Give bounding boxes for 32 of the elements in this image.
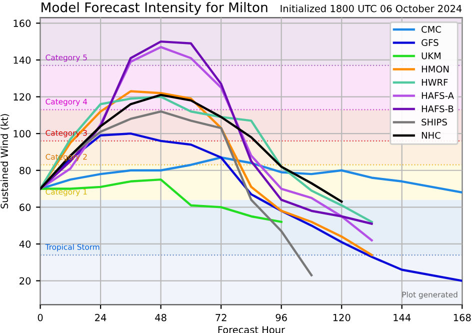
legend-label: SHIPS: [422, 118, 447, 126]
legend-label: GFS: [422, 39, 438, 46]
y-tick-label: 120: [14, 93, 31, 101]
chart-title: Model Forecast Intensity for Milton: [42, 2, 268, 15]
y-tick-label: 40: [19, 240, 31, 248]
legend-label: CMC: [422, 26, 441, 33]
x-tick-label: 48: [155, 314, 166, 322]
y-tick-label: 140: [14, 56, 31, 64]
legend-label: HMON: [422, 66, 449, 73]
x-tick-label: 96: [276, 314, 287, 322]
y-tick-label: 160: [14, 20, 31, 27]
legend-label: NHC: [422, 132, 440, 139]
x-tick-label: 144: [394, 314, 411, 322]
legend-label: HAFS-B: [422, 105, 454, 112]
y-tick-label: 60: [20, 204, 31, 212]
x-axis-title: Forecast Hour: [218, 326, 286, 333]
x-tick-label: 72: [216, 314, 226, 322]
legend-label: HAFS-A: [422, 92, 454, 100]
x-tick-label: 168: [454, 314, 471, 322]
line-series: [40, 178, 282, 224]
y-axis-title: Sustained Wind (kt): [0, 114, 10, 208]
legend-label: UKM: [422, 52, 440, 60]
line-series: [40, 94, 343, 203]
y-tick-label: 80: [20, 166, 31, 174]
x-tick-label: 24: [95, 314, 106, 322]
y-tick-label: 20: [20, 277, 31, 285]
chart-subtitle: Initialized 1800 UTC 06 October 2024: [280, 4, 462, 12]
y-tick-label: 100: [14, 130, 31, 138]
line-series: [40, 96, 373, 224]
x-tick-label: 0: [38, 314, 43, 322]
legend-label: HWRF: [422, 79, 448, 86]
x-tick-label: 120: [333, 314, 350, 322]
